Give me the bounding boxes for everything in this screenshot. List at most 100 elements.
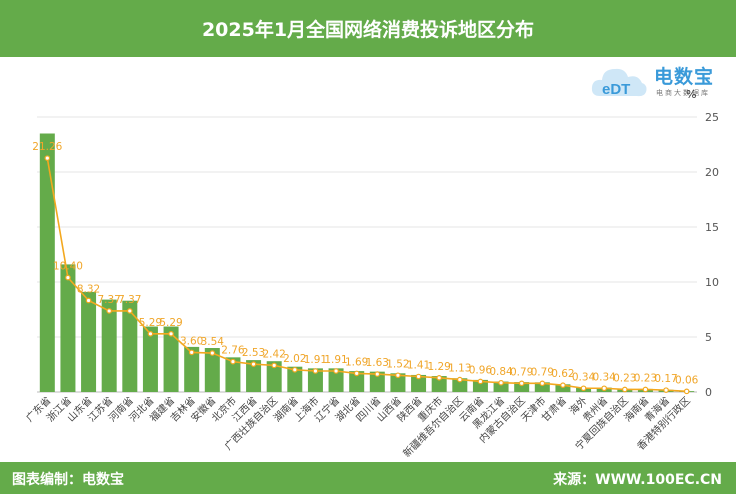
line-point bbox=[312, 368, 319, 374]
data-label: 0.06 bbox=[675, 374, 699, 386]
line-point bbox=[622, 386, 628, 393]
line-point bbox=[209, 350, 216, 356]
line-point bbox=[477, 378, 484, 385]
data-label: 2.02 bbox=[283, 353, 306, 365]
data-label: 1.69 bbox=[345, 356, 368, 368]
line-point bbox=[250, 361, 257, 367]
footer-bar: 图表编制：电数宝 来源：WWW.100EC.CN bbox=[0, 462, 736, 494]
data-label: 1.29 bbox=[427, 361, 450, 373]
y-tick-label: 0 bbox=[705, 386, 712, 399]
y-tick-label: 15 bbox=[705, 221, 719, 234]
bar bbox=[266, 361, 282, 392]
line-point bbox=[457, 376, 463, 383]
line-point bbox=[518, 380, 525, 387]
data-label: 1.41 bbox=[407, 359, 430, 371]
data-label: 0.23 bbox=[634, 372, 657, 384]
bar bbox=[60, 264, 76, 392]
data-label: 2.76 bbox=[221, 345, 245, 357]
y-tick-label: 20 bbox=[705, 166, 719, 179]
data-label: 5.29 bbox=[159, 317, 182, 329]
footer-source: 来源：WWW.100EC.CN bbox=[553, 472, 722, 488]
chart-title: 2025年1月全国网络消费投诉地区分布 bbox=[0, 0, 736, 57]
bar bbox=[472, 379, 488, 392]
bar bbox=[411, 374, 427, 392]
bar bbox=[452, 378, 468, 392]
bar bbox=[163, 326, 179, 392]
bar bbox=[122, 300, 138, 392]
unit-label: % bbox=[686, 88, 697, 101]
bar bbox=[390, 373, 406, 392]
line-point bbox=[374, 371, 381, 377]
y-tick-label: 10 bbox=[705, 276, 719, 289]
data-label: 1.13 bbox=[448, 363, 471, 375]
data-label: 1.91 bbox=[304, 354, 327, 366]
bar bbox=[204, 348, 220, 392]
line-point bbox=[333, 368, 339, 374]
line-point bbox=[539, 380, 546, 387]
bar bbox=[101, 299, 117, 392]
svg-text:eDT: eDT bbox=[602, 81, 630, 98]
line-point bbox=[560, 382, 566, 388]
bar bbox=[39, 133, 55, 392]
y-tick-label: 25 bbox=[705, 111, 719, 124]
data-label: 0.34 bbox=[572, 371, 596, 383]
line-point bbox=[436, 375, 442, 381]
data-label: 0.96 bbox=[469, 364, 493, 376]
data-label: 0.23 bbox=[613, 372, 636, 384]
line-point bbox=[127, 308, 133, 314]
line-point bbox=[353, 370, 360, 377]
data-label: 3.54 bbox=[201, 336, 225, 348]
data-label: 0.34 bbox=[592, 371, 616, 383]
line-point bbox=[106, 308, 112, 314]
line-point bbox=[601, 385, 607, 392]
line-point bbox=[683, 388, 690, 395]
bar bbox=[246, 360, 262, 392]
y-tick-label: 5 bbox=[705, 331, 712, 344]
data-label: 2.53 bbox=[242, 347, 265, 359]
bar bbox=[328, 368, 344, 392]
line-point bbox=[292, 366, 298, 373]
line-point bbox=[188, 349, 195, 356]
line-point bbox=[395, 372, 401, 379]
logo-subtitle: 电商大数据库 bbox=[656, 89, 710, 97]
bar bbox=[555, 384, 571, 392]
data-label: 21.26 bbox=[32, 141, 62, 153]
data-label: 0.62 bbox=[551, 368, 574, 380]
line-point bbox=[147, 331, 154, 337]
bar bbox=[142, 326, 158, 392]
line-point bbox=[580, 385, 587, 392]
value-line bbox=[46, 158, 687, 393]
bar bbox=[287, 366, 303, 392]
data-label: 10.40 bbox=[53, 261, 83, 273]
line-point bbox=[168, 331, 174, 337]
data-label: 0.17 bbox=[654, 373, 677, 385]
bar bbox=[431, 376, 447, 392]
data-label: 1.52 bbox=[386, 358, 409, 370]
line-point bbox=[663, 387, 669, 393]
data-label: 3.60 bbox=[180, 335, 203, 347]
data-label: 7.37 bbox=[118, 294, 141, 306]
cloud-icon: eDT bbox=[591, 68, 647, 98]
bar bbox=[369, 371, 385, 392]
line-point bbox=[415, 373, 422, 380]
data-label: 0.79 bbox=[510, 366, 533, 378]
logo-name: 电数宝 bbox=[654, 66, 715, 88]
data-label: 0.84 bbox=[489, 366, 513, 378]
bar bbox=[534, 382, 550, 392]
data-label: 1.91 bbox=[324, 354, 347, 366]
data-label: 7.37 bbox=[97, 294, 120, 306]
bar bbox=[514, 382, 530, 392]
line-point bbox=[498, 379, 504, 386]
data-label: 0.79 bbox=[531, 366, 554, 378]
line-point bbox=[230, 358, 236, 365]
data-label: 5.29 bbox=[139, 317, 162, 329]
line-point bbox=[85, 297, 92, 304]
brand-logo: eDT 电数宝 电商大数据库 bbox=[588, 58, 728, 104]
footer-credit: 图表编制：电数宝 bbox=[12, 472, 124, 488]
line-point bbox=[271, 362, 277, 369]
line-point bbox=[44, 155, 51, 161]
bar bbox=[81, 291, 97, 392]
bar bbox=[493, 381, 509, 392]
bar-chart: 051015202521.2610.408.327.377.375.295.29… bbox=[23, 111, 719, 460]
line-point bbox=[642, 386, 649, 393]
